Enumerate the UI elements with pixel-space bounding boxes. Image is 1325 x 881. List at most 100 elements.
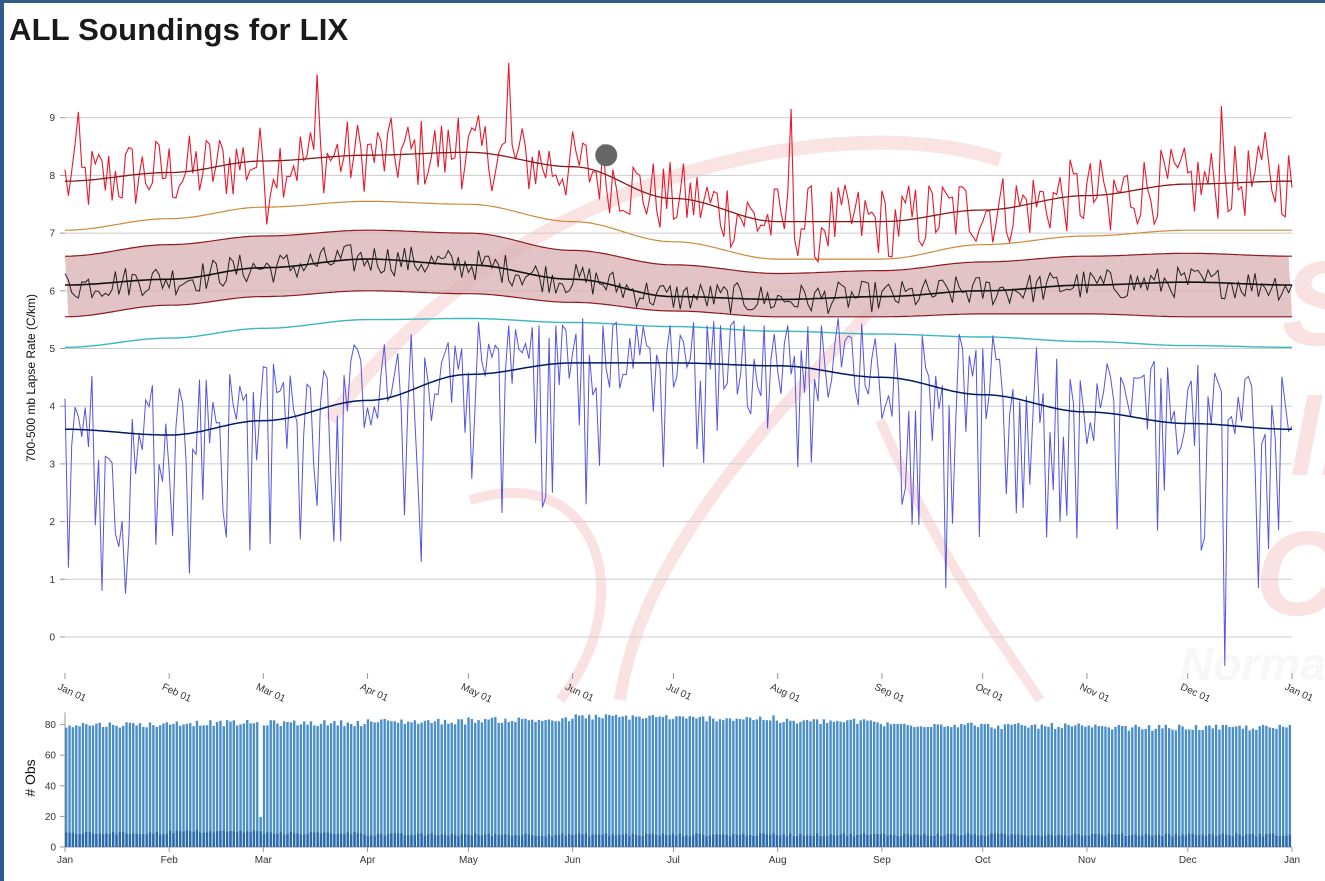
obs-bar-low (393, 833, 396, 847)
obs-bar (1110, 729, 1114, 847)
obs-bar-low (303, 834, 306, 847)
obs-bar-low (785, 836, 789, 847)
obs-bar-low (427, 834, 430, 847)
obs-bar-low (795, 836, 799, 847)
obs-bar-low (1087, 835, 1090, 847)
obs-bar-low (460, 834, 463, 847)
obs-bar (346, 722, 350, 847)
obs-bar (557, 721, 561, 847)
obs-bar-low (970, 834, 973, 847)
obs-bar-low (1171, 836, 1174, 847)
obs-bar-low (182, 831, 185, 847)
obs-bar-low (380, 834, 383, 847)
obs-bar (1047, 726, 1050, 847)
obs-bar (520, 719, 524, 847)
obs-bar-low (484, 834, 487, 847)
obs-bar-low (433, 835, 437, 847)
obs-bar (1258, 726, 1261, 847)
x-tick-label: Nov 01 (1078, 682, 1112, 706)
obs-bar (316, 725, 319, 847)
obs-bar-low (1151, 836, 1154, 847)
obs-bar (832, 721, 836, 847)
watermark-letter-c: C (1255, 507, 1325, 641)
obs-bar-low (413, 835, 417, 847)
obs-bar (450, 722, 453, 847)
obs-bar (1178, 724, 1181, 847)
obs-bar (826, 723, 829, 847)
obs-x-tick-label: Jun (565, 855, 581, 866)
obs-bar-low (919, 835, 923, 847)
obs-bar (356, 721, 360, 847)
obs-bar-low (1137, 835, 1141, 847)
obs-bar (195, 720, 199, 847)
obs-bar (484, 718, 487, 847)
obs-bar (758, 716, 762, 847)
obs-bar-low (819, 836, 822, 847)
obs-bar-low (282, 834, 286, 847)
obs-count-plot-area: 0 20 40 60 80 # Obs Jan Feb Mar Apr May Jun Jul Aug Se… (22, 712, 1300, 866)
obs-bar (507, 722, 510, 847)
obs-bar-low (826, 836, 829, 847)
watermark-arc-2 (614, 295, 885, 701)
obs-bar-low (916, 834, 919, 847)
obs-bar-low (601, 834, 604, 847)
obs-bar-low (323, 832, 326, 847)
obs-bar-low (899, 836, 903, 847)
obs-bar (383, 718, 386, 847)
obs-bar (215, 721, 219, 847)
obs-bar-low (108, 834, 111, 847)
obs-bar (574, 714, 577, 847)
obs-bar (266, 725, 269, 847)
obs-bar-low (527, 834, 531, 847)
obs-bar (185, 723, 189, 847)
obs-bar (772, 715, 775, 847)
lapse-rate-plot-area: 0 1 2 3 4 5 6 7 8 9 700-500 mb Lapse Rate (C/km) Ja… (24, 62, 1315, 706)
obs-bar (644, 718, 648, 847)
obs-bar-low (929, 835, 933, 847)
max-running-mean (64, 151, 1292, 223)
obs-bar-low (577, 833, 581, 847)
p25-line (64, 290, 1292, 318)
obs-bar (360, 726, 363, 847)
obs-bar-low (708, 835, 712, 847)
obs-bar (138, 723, 142, 847)
obs-bar-low (554, 834, 557, 847)
obs-bar (638, 716, 641, 847)
obs-bar (1124, 725, 1127, 847)
obs-bar-low (1084, 835, 1087, 847)
obs-bar-low (1191, 833, 1194, 847)
obs-bar-low (1007, 835, 1010, 847)
obs-bar (1131, 727, 1134, 847)
obs-bar-low (792, 836, 795, 847)
obs-bar-low (755, 835, 759, 847)
y-tick-label: 7 (49, 229, 55, 240)
obs-bar (530, 719, 534, 847)
obs-bar-low (725, 835, 728, 847)
obs-bar (651, 715, 655, 847)
obs-bar (1167, 728, 1171, 847)
obs-bar (333, 721, 336, 847)
obs-bar-low (993, 833, 997, 847)
obs-bar-low (232, 831, 236, 847)
obs-bar (353, 726, 356, 847)
x-tick-label: Jan 01 (56, 682, 88, 705)
obs-bar-low (246, 831, 249, 847)
obs-bar-low (956, 835, 960, 847)
obs-bar (886, 722, 889, 847)
obs-bar (919, 726, 923, 847)
obs-bar (822, 719, 826, 847)
obs-bar (1221, 724, 1225, 847)
obs-bar-low (809, 835, 812, 847)
obs-bar-low (272, 833, 276, 847)
obs-bar-low (896, 835, 899, 847)
obs-bar (1201, 730, 1204, 847)
obs-bar (125, 722, 128, 847)
obs-bar-low (872, 833, 876, 847)
obs-bar (688, 716, 691, 847)
obs-bar-low (65, 832, 68, 847)
obs-bar-low (336, 833, 339, 847)
obs-bar-low (849, 833, 852, 847)
obs-bar-low (1104, 836, 1107, 847)
obs-bar-low (933, 836, 936, 847)
obs-bar (755, 719, 759, 847)
